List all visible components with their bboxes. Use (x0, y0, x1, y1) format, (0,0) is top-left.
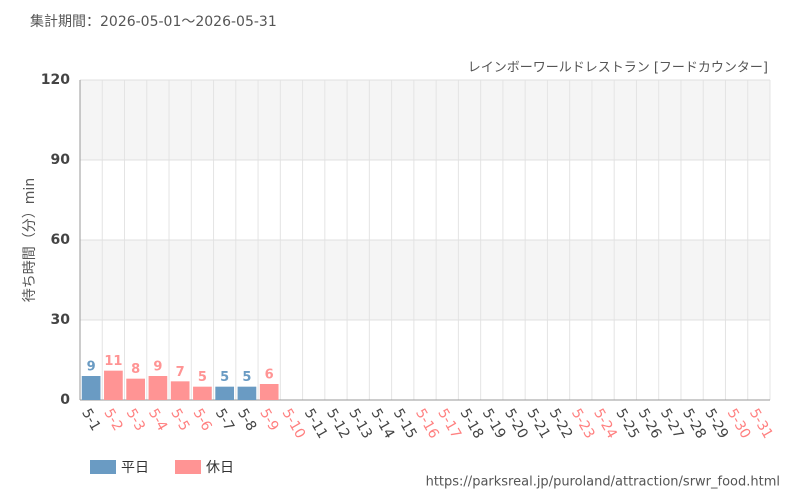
x-tick-label: 5-9 (256, 406, 281, 434)
y-tick-label: 60 (51, 232, 71, 248)
y-tick-label: 0 (60, 392, 70, 408)
data-label: 5 (242, 370, 251, 385)
data-label: 8 (131, 362, 140, 377)
data-label: 6 (265, 368, 274, 383)
data-label: 5 (198, 370, 207, 385)
y-tick-label: 120 (41, 72, 70, 88)
bar (215, 386, 235, 400)
source: https://parksreal.jp/puroland/attraction… (426, 475, 780, 490)
y-axis-label: 待ち時間（分）min (22, 178, 38, 302)
x-tick-label: 5-8 (234, 406, 259, 434)
bar (259, 384, 279, 400)
x-tick-label: 5-6 (189, 406, 214, 434)
plot-band (80, 80, 770, 160)
data-label: 5 (220, 370, 229, 385)
y-tick-label: 30 (51, 312, 71, 328)
legend-swatch (90, 460, 116, 474)
x-tick-label: 5-3 (123, 406, 148, 434)
x-tick-label: 5-31 (746, 406, 776, 442)
y-tick-label: 90 (51, 152, 71, 168)
legend-label: 平日 (121, 460, 149, 476)
bar (81, 376, 101, 400)
bar (237, 386, 257, 400)
data-label: 9 (153, 360, 162, 375)
legend-swatch (175, 460, 201, 474)
x-tick-label: 5-1 (78, 406, 103, 434)
x-tick-label: 5-5 (167, 406, 192, 434)
bar (148, 376, 168, 400)
x-tick-label: 5-2 (100, 406, 125, 434)
x-tick-label: 5-4 (145, 406, 170, 434)
data-label: 11 (104, 354, 122, 369)
data-label: 9 (87, 360, 96, 375)
data-label: 7 (176, 365, 185, 380)
bar (193, 386, 212, 400)
bar (170, 381, 190, 400)
bar (104, 370, 123, 400)
chart-title: 集計期間：2026-05-01～2026-05-31 (30, 13, 277, 30)
bar (126, 378, 145, 400)
x-tick-label: 5-7 (212, 406, 237, 434)
legend-label: 休日 (206, 460, 234, 476)
plot-band (80, 240, 770, 320)
chart-subtitle: レインボーワールドレストラン [フードカウンター] (468, 61, 768, 76)
